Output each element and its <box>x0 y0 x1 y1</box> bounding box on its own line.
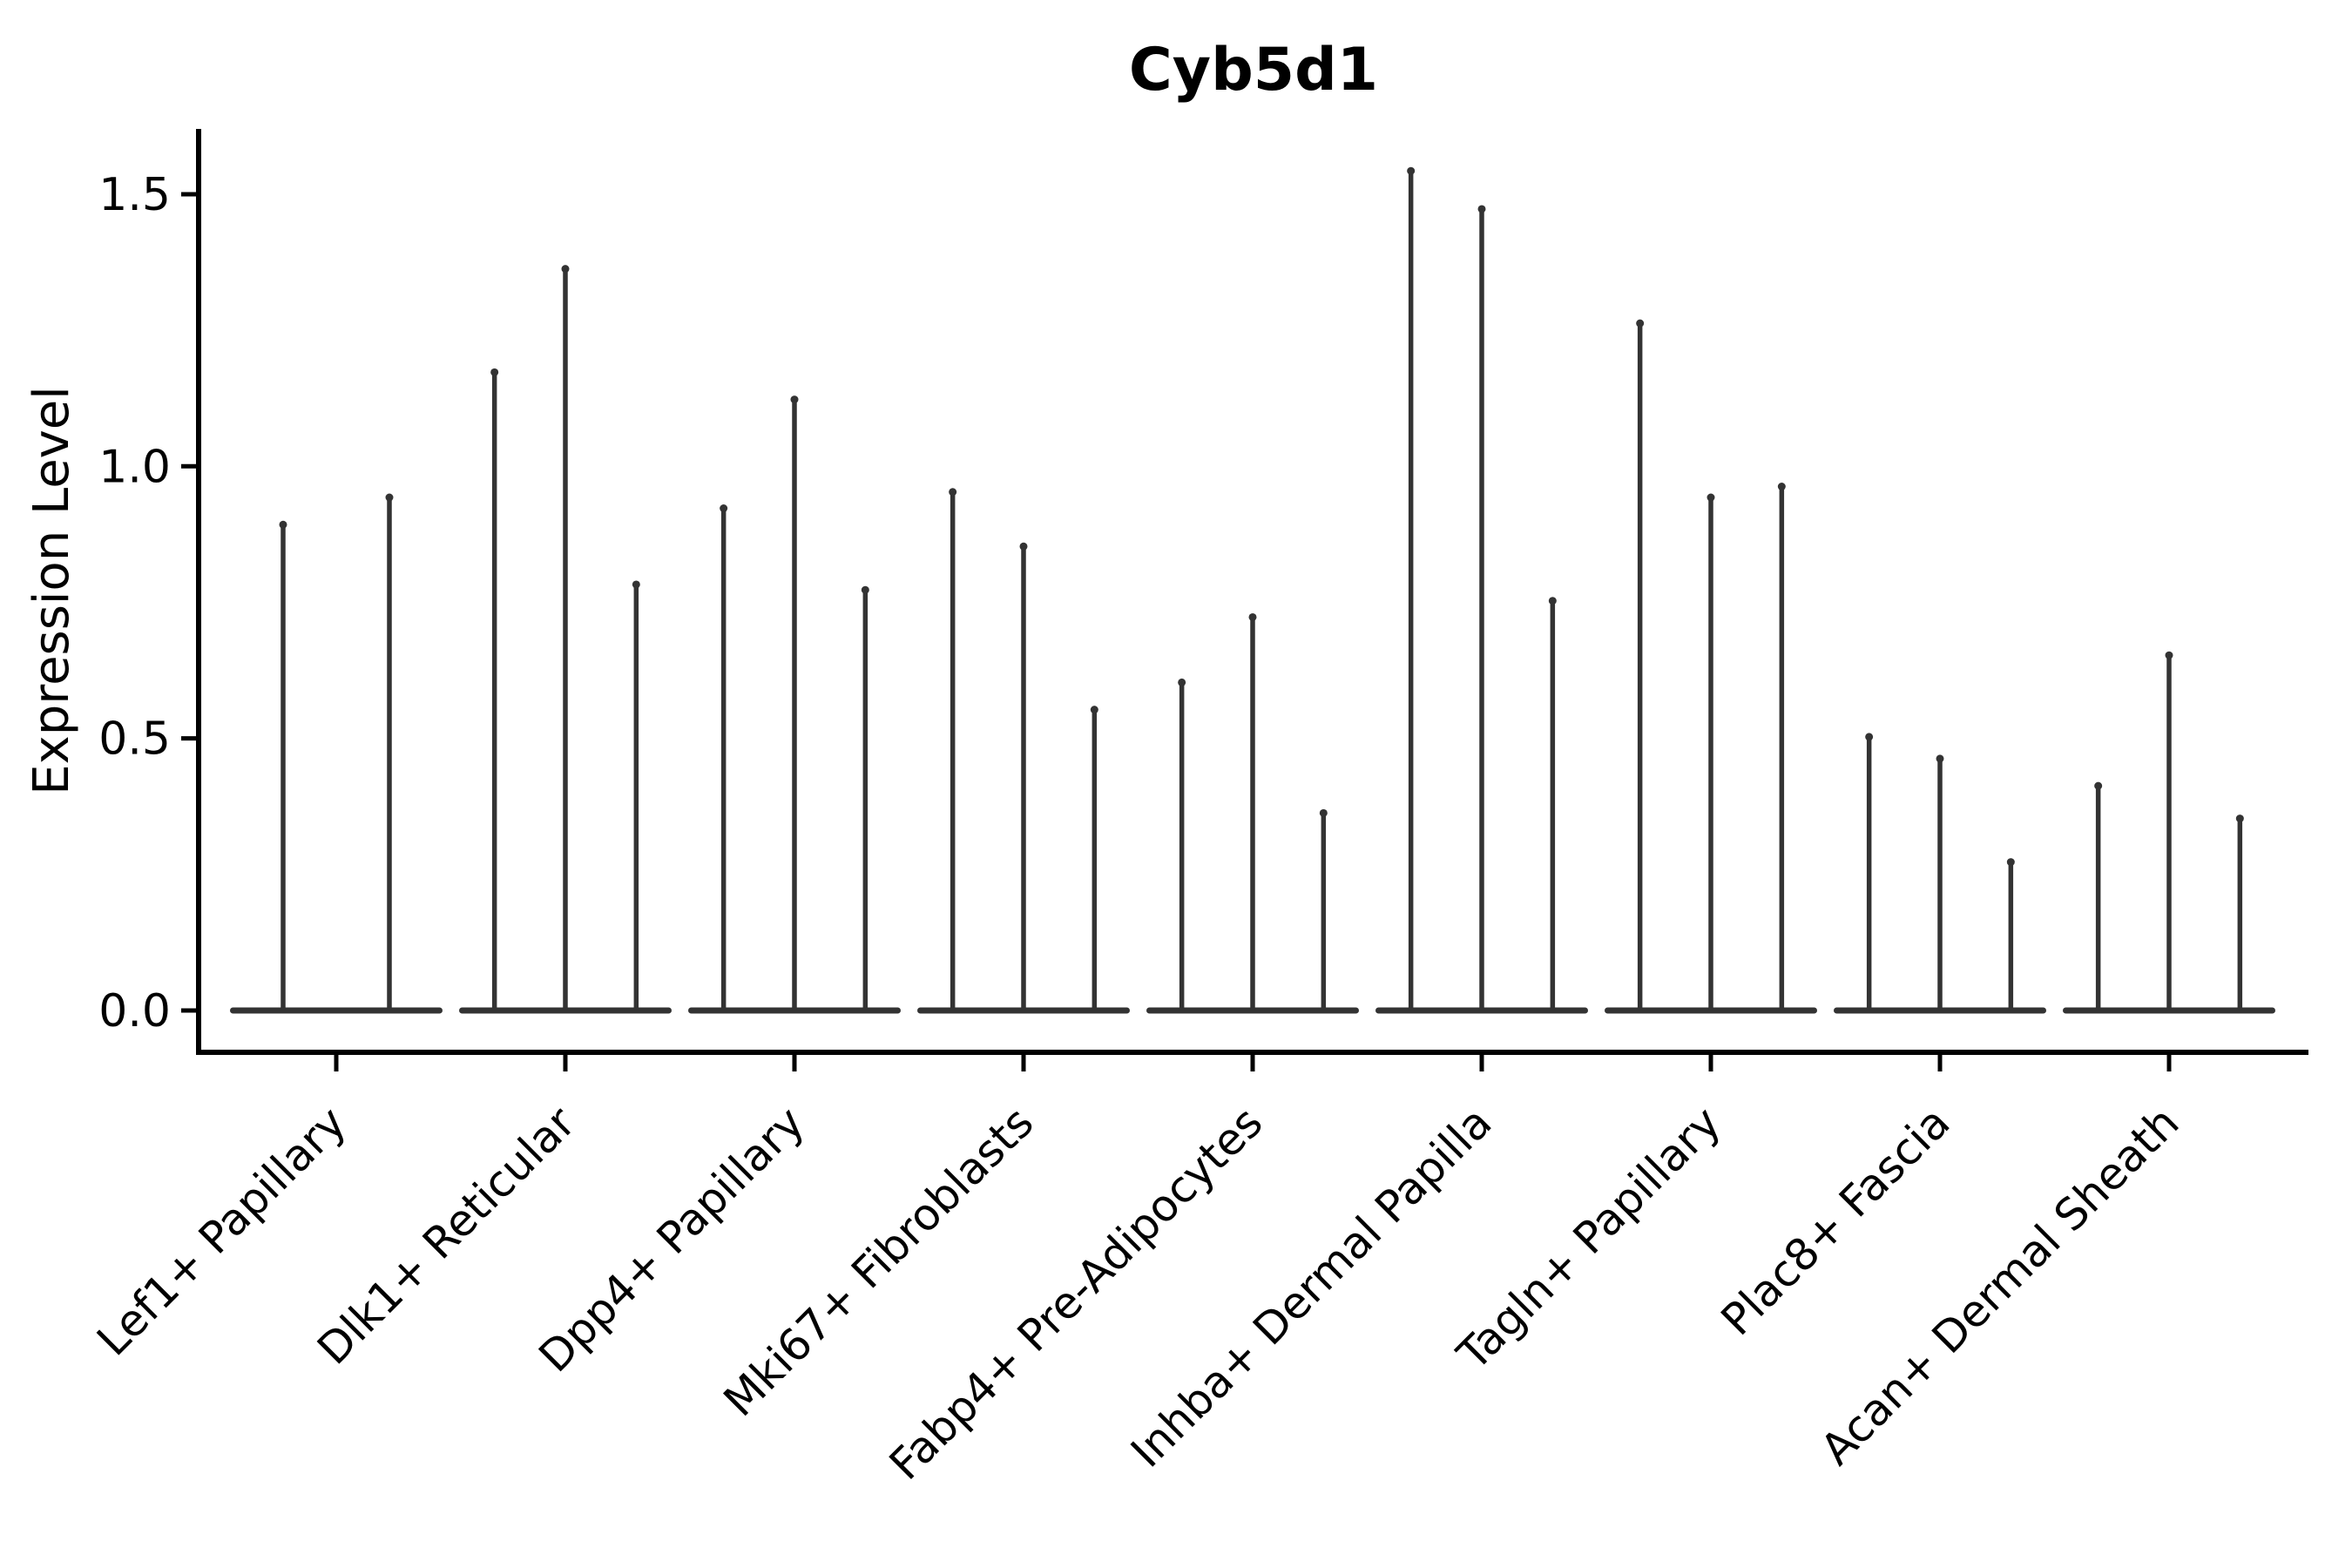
violin-group <box>1375 166 1588 1014</box>
violin-spike-tip <box>1477 205 1486 213</box>
violin-spike-tip <box>1319 808 1328 817</box>
axes-labels: Cyb5d1 Expression Level <box>24 36 1378 795</box>
violin-spike-tip <box>790 395 799 404</box>
y-tick-label: 0.5 <box>98 713 171 766</box>
violin-group <box>1834 733 2046 1014</box>
violin-spike-tip <box>1865 733 1874 741</box>
violin-spike-tip <box>861 585 869 594</box>
violins <box>230 166 2275 1014</box>
violin-spike-tip <box>1248 612 1257 621</box>
violin-spike-tip <box>561 265 570 274</box>
y-tick-label: 1.5 <box>98 169 171 221</box>
violin-spike-tip <box>2094 781 2103 790</box>
violin-spike-tip <box>1707 493 1715 502</box>
violin-spike-tip <box>1178 678 1186 686</box>
violin-spike-tip <box>632 580 640 589</box>
violin-spike-tip <box>949 488 957 497</box>
violin-group <box>459 265 672 1014</box>
violin-spike-tip <box>2006 858 2015 867</box>
y-axis-label: Expression Level <box>24 386 80 795</box>
violin-group <box>688 395 901 1014</box>
violin-spike-tip <box>720 504 728 513</box>
y-tick-label: 1.0 <box>98 441 171 493</box>
chart-title: Cyb5d1 <box>1129 36 1378 105</box>
violin-group <box>2063 651 2275 1014</box>
violin-spike-tip <box>1777 483 1786 491</box>
x-tick-label: Fabp4+ Pre-Adipocytes <box>880 1097 1273 1490</box>
violin-spike-tip <box>490 368 499 376</box>
x-tick-label: Plac8+ Fascia <box>1712 1097 1960 1345</box>
violin-baseline <box>230 1007 443 1014</box>
violin-group <box>917 488 1130 1014</box>
violin-group <box>1146 612 1359 1014</box>
violin-group <box>230 493 443 1014</box>
violin-spike-tip <box>1936 754 1944 763</box>
x-tick-label: Lef1+ Papillary <box>87 1097 355 1365</box>
violin-group <box>1605 319 1817 1014</box>
violin-spike-tip <box>1636 319 1645 328</box>
violin-spike-tip <box>1548 597 1557 605</box>
violin-spike-tip <box>2165 651 2173 659</box>
violin-spike-tip <box>1090 706 1098 714</box>
violin-spike-tip <box>1019 542 1028 551</box>
violin-spike-tip <box>1407 166 1416 175</box>
violin-spike-tip <box>2235 814 2244 823</box>
violin-spike-tip <box>385 493 394 502</box>
y-tick-label: 0.0 <box>98 985 171 1037</box>
violin-spike-tip <box>279 520 287 529</box>
